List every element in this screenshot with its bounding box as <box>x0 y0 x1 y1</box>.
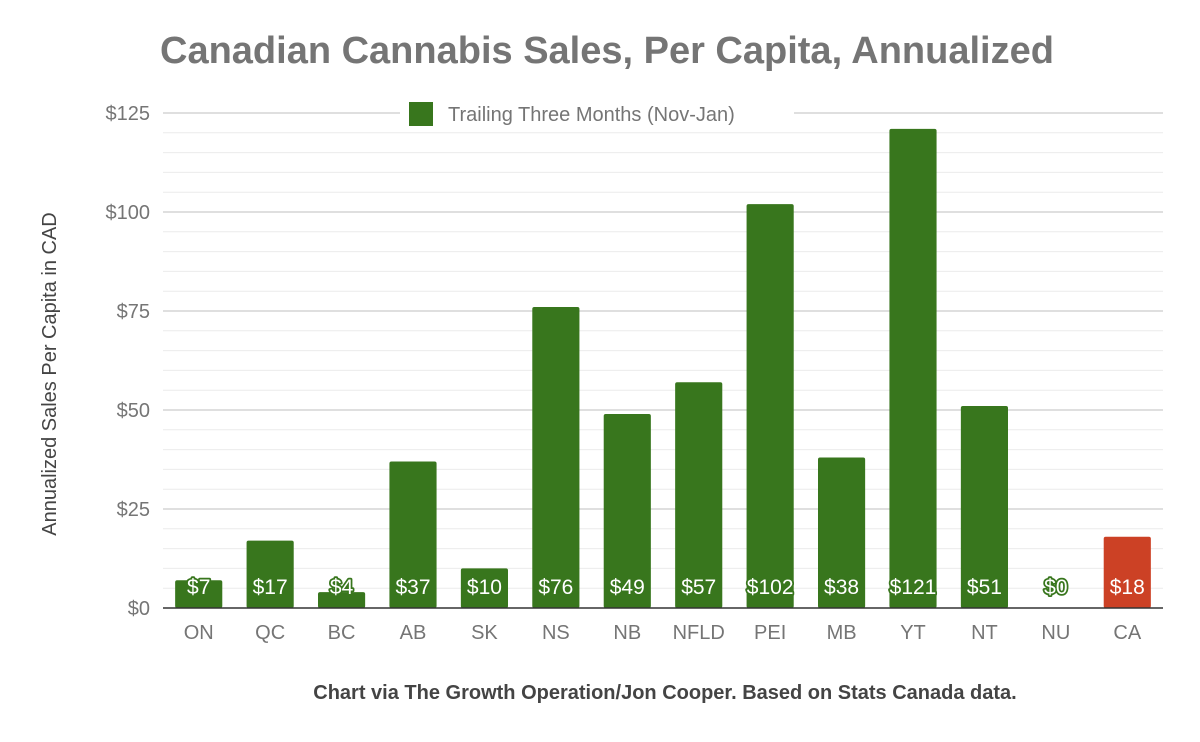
bar-ca <box>1103 536 1151 608</box>
y-axis-title: Annualized Sales Per Capita in CAD <box>39 212 61 536</box>
x-tick-label-nfld: NFLD <box>673 622 725 644</box>
data-label-bc: $4 <box>330 576 354 599</box>
bar-mb <box>818 457 866 608</box>
bars: $7 $17 $4 $37 $10 $76 $49 $57 $102 $38 $121 $51 $0 $1… <box>175 128 1151 608</box>
x-tick-label-sk: SK <box>471 622 498 644</box>
bar-sk <box>460 568 508 608</box>
y-tick-label: $25 <box>117 499 150 521</box>
bar-bc <box>318 592 366 608</box>
bar-pei <box>746 204 794 608</box>
x-tick-label-yt: YT <box>900 622 926 644</box>
legend-swatch <box>409 102 433 126</box>
x-axis-ticks: ON QC BC AB SK NS NB NFLD PEI MB YT NT NU CA <box>184 622 1142 644</box>
data-label-ab: $37 <box>395 576 430 599</box>
data-label-nu: $0 <box>1044 576 1067 599</box>
x-tick-label-qc: QC <box>255 622 285 644</box>
x-tick-label-nt: NT <box>971 622 998 644</box>
data-label-on: $7 <box>187 576 210 599</box>
bar-on <box>175 580 223 608</box>
legend-label: Trailing Three Months (Nov-Jan) <box>448 104 735 126</box>
data-label-nt: $51 <box>967 576 1002 599</box>
data-label-qc: $17 <box>253 576 288 599</box>
bar-ab <box>389 461 437 608</box>
minor-gridlines <box>163 132 1163 589</box>
data-label-ca: $18 <box>1110 576 1145 599</box>
data-label-nb: $49 <box>610 576 645 599</box>
bar-ns <box>532 307 580 608</box>
x-tick-label-bc: BC <box>328 622 356 644</box>
data-label-nfld: $57 <box>681 576 716 599</box>
y-tick-label: $75 <box>117 301 150 323</box>
chart-title: Canadian Cannabis Sales, Per Capita, Ann… <box>160 30 1054 72</box>
x-tick-label-nb: NB <box>613 622 641 644</box>
legend-background <box>400 102 794 128</box>
data-label-yt: $121 <box>890 576 937 599</box>
bar-nb <box>603 413 651 608</box>
bar-nt <box>960 406 1008 608</box>
x-tick-label-pei: PEI <box>754 622 786 644</box>
bar-qc <box>246 540 294 608</box>
x-tick-label-mb: MB <box>827 622 857 644</box>
bar-yt <box>889 128 937 608</box>
x-tick-label-nu: NU <box>1041 622 1070 644</box>
data-label-ns: $76 <box>538 576 573 599</box>
y-tick-label: $100 <box>106 202 151 224</box>
x-tick-label-ab: AB <box>400 622 427 644</box>
y-tick-label: $0 <box>128 598 150 620</box>
x-tick-label-ca: CA <box>1113 622 1141 644</box>
data-label-mb: $38 <box>824 576 859 599</box>
legend: Trailing Three Months (Nov-Jan) <box>400 102 794 128</box>
y-axis-ticks: $0 $25 $50 $75 $100 $125 <box>106 103 151 620</box>
data-label-pei: $102 <box>747 576 794 599</box>
data-label-sk: $10 <box>467 576 502 599</box>
y-tick-label: $50 <box>117 400 150 422</box>
source-note: Chart via The Growth Operation/Jon Coope… <box>313 682 1017 704</box>
x-tick-label-on: ON <box>184 622 214 644</box>
x-tick-label-ns: NS <box>542 622 570 644</box>
y-tick-label: $125 <box>106 103 151 125</box>
bar-nfld <box>675 382 723 608</box>
